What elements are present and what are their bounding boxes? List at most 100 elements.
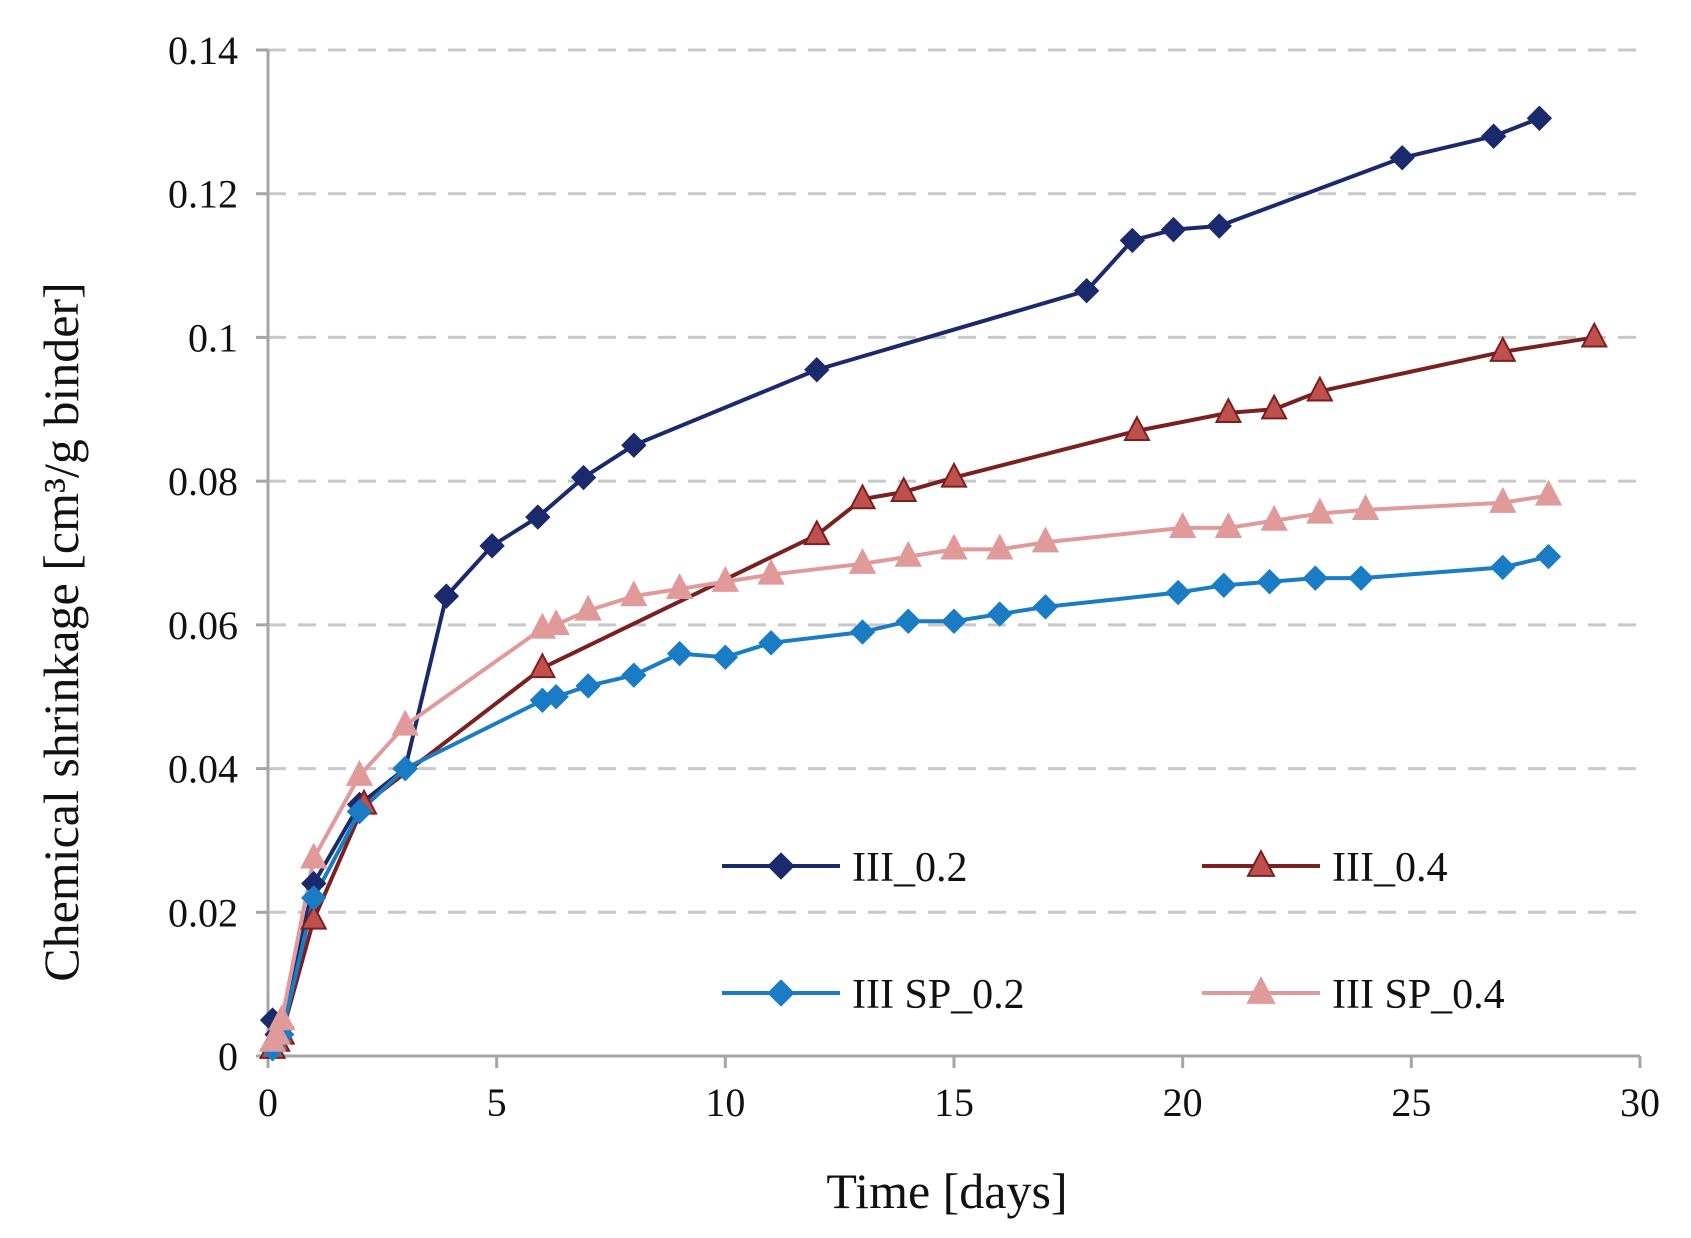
data-point: [1206, 213, 1232, 239]
data-point: [345, 759, 374, 786]
data-point: [940, 461, 968, 488]
data-point: [941, 608, 967, 634]
data-point: [300, 903, 328, 930]
data-point: [1260, 393, 1288, 420]
y-tick-label: 0.02: [168, 890, 238, 935]
x-axis-title: Time [days]: [826, 1163, 1067, 1219]
data-point: [620, 580, 648, 607]
series-line: [270, 335, 1595, 1050]
data-point: [1260, 504, 1288, 531]
data-point: [986, 533, 1014, 560]
x-tick-label: 25: [1391, 1080, 1431, 1125]
data-point: [1169, 512, 1197, 538]
data-point: [803, 519, 831, 546]
data-point: [758, 630, 784, 656]
data-point: [621, 662, 647, 688]
data-point: [268, 1004, 296, 1031]
data-point: [848, 483, 877, 510]
data-point: [894, 540, 922, 567]
gridlines: [268, 48, 1640, 914]
x-tick-label: 15: [934, 1080, 974, 1125]
data-point: [300, 842, 328, 869]
data-point: [1489, 335, 1517, 362]
y-axis-title: Chemical shrinkage [cm³/g binder]: [33, 282, 89, 982]
y-tick-label: 0.08: [168, 459, 238, 504]
data-point: [346, 798, 373, 825]
data-point: [804, 357, 830, 383]
legend-marker: [1246, 849, 1276, 877]
legend-marker: [767, 852, 795, 880]
legend-label: III SP_0.2: [852, 972, 1025, 1018]
data-point: [528, 652, 557, 679]
series-lines: [270, 116, 1595, 1050]
x-tick-label: 0: [258, 1080, 278, 1125]
data-point: [665, 573, 694, 600]
data-point: [433, 583, 460, 609]
data-point: [1348, 565, 1374, 591]
x-tick-label: 10: [705, 1080, 745, 1125]
legend-marker: [767, 979, 795, 1007]
data-point: [1526, 105, 1553, 131]
legend-marker: [1246, 976, 1276, 1004]
data-point: [1306, 497, 1334, 524]
data-point: [1490, 554, 1516, 581]
data-point: [1160, 216, 1187, 243]
x-tick-label: 5: [487, 1080, 507, 1125]
legend-label: III_0.4: [1332, 845, 1447, 891]
x-tick-label: 30: [1620, 1080, 1660, 1125]
data-point: [570, 464, 597, 491]
legend-item: III SP_0.4: [1202, 972, 1505, 1018]
data-point: [263, 1018, 291, 1045]
data-point: [392, 755, 418, 782]
y-tick-label: 0.04: [168, 747, 238, 792]
data-point: [1580, 321, 1608, 348]
series-markers: [258, 105, 1608, 1062]
legend-item: III_0.2: [722, 845, 967, 891]
data-point: [848, 547, 877, 574]
data-point: [1032, 594, 1059, 620]
data-point: [1389, 145, 1415, 171]
x-tick-label: 20: [1163, 1080, 1203, 1125]
y-tick-label: 0: [218, 1034, 238, 1079]
y-tick-label: 0.1: [188, 315, 238, 360]
data-point: [757, 558, 785, 585]
data-point: [1165, 579, 1191, 606]
data-point: [621, 432, 647, 458]
data-point: [895, 608, 921, 634]
data-point: [1534, 479, 1563, 506]
data-point: [1214, 512, 1243, 538]
data-point: [1256, 569, 1283, 595]
data-point: [666, 640, 693, 667]
data-point: [542, 609, 570, 635]
data-point: [987, 601, 1013, 627]
data-point: [849, 619, 876, 645]
axes: [256, 48, 1642, 1068]
y-tick-label: 0.06: [168, 603, 238, 648]
data-point: [1351, 494, 1380, 521]
data-point: [1306, 375, 1334, 402]
data-point: [479, 533, 505, 559]
data-point: [890, 476, 918, 503]
data-point: [1073, 278, 1100, 304]
data-point: [1211, 572, 1237, 599]
data-point: [1489, 486, 1517, 513]
data-point: [525, 504, 551, 530]
data-point: [1214, 397, 1243, 423]
data-point: [711, 565, 739, 592]
legend-item: III_0.4: [1202, 845, 1447, 891]
data-point: [1480, 123, 1507, 149]
data-point: [1031, 526, 1060, 553]
data-point: [574, 594, 602, 621]
data-point: [1119, 227, 1146, 254]
y-tick-label: 0.14: [168, 28, 238, 73]
legend: III_0.2 III_0.4 III SP_0.2 III SP_0.4: [722, 845, 1505, 1018]
data-point: [1123, 415, 1151, 441]
data-point: [391, 709, 419, 736]
legend-item: III SP_0.2: [722, 972, 1025, 1018]
data-point: [575, 673, 601, 699]
data-point: [712, 644, 739, 670]
data-point: [1535, 543, 1562, 570]
tick-labels: 0 5 10 15 20 25 30 0 0.02 0.04 0.06 0.08 0.1 0.12 0.14: [168, 28, 1660, 1125]
data-point: [301, 885, 327, 911]
